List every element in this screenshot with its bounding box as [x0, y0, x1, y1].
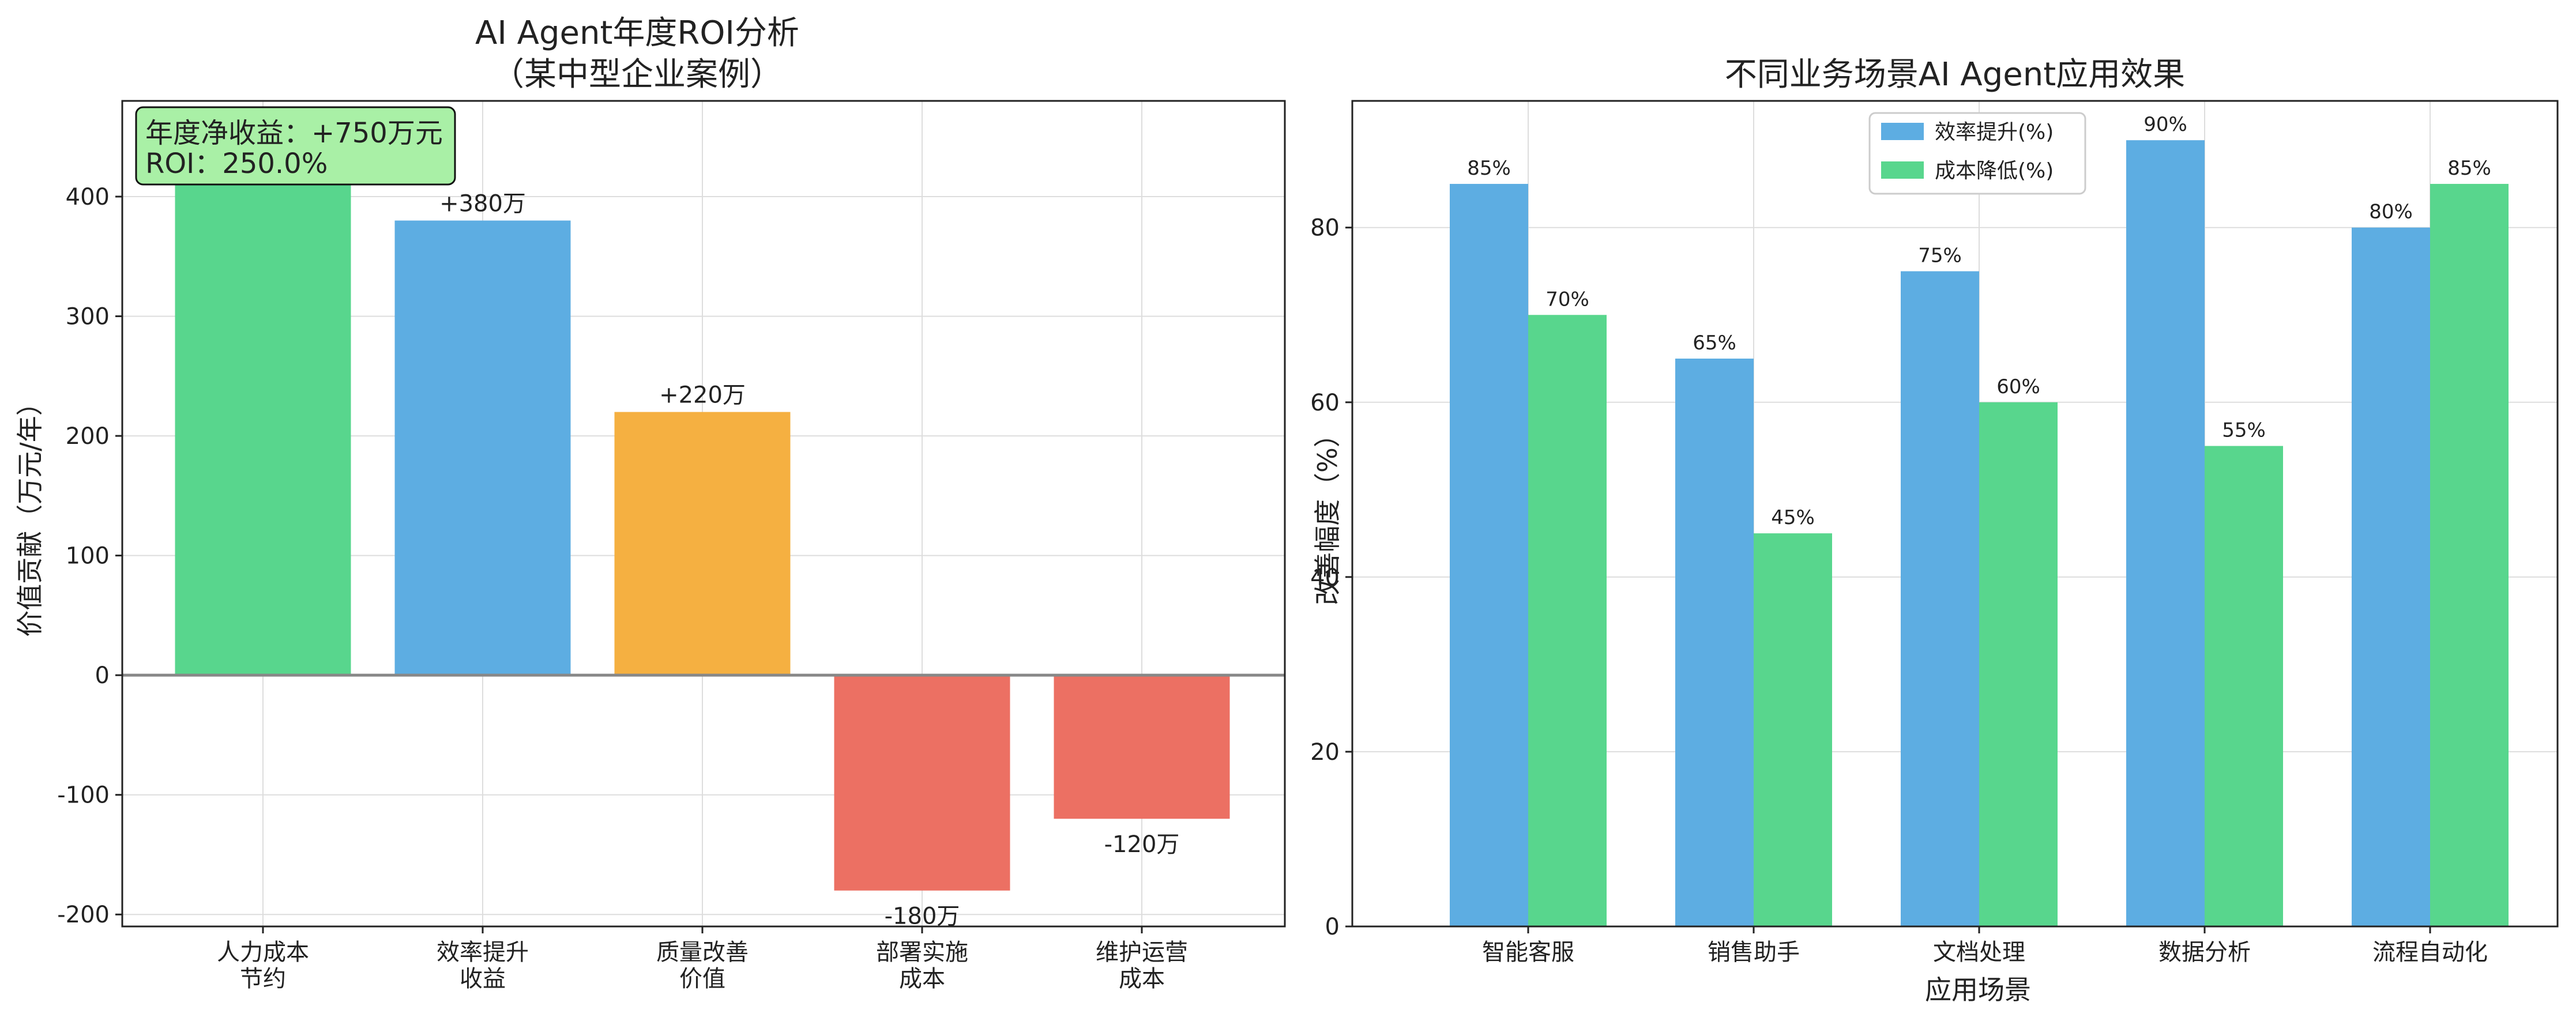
- scenario-bar-value-label: 45%: [1771, 506, 1815, 529]
- legend-label-cost: 成本降低(%): [1935, 159, 2054, 183]
- scenario-bar-series-1: [1528, 315, 1607, 926]
- roi-chart: +450万+380万+220万-180万-120万 -200-100010020…: [14, 14, 1286, 992]
- roi-bar: [1054, 675, 1230, 819]
- roi-bar-value-label: -120万: [1104, 831, 1180, 858]
- scenario-legend: 效率提升(%) 成本降低(%): [1868, 112, 2086, 195]
- scenario-bar-value-label: 55%: [2222, 419, 2266, 442]
- annotation-box-bg: [135, 106, 456, 186]
- roi-category-label: 成本: [1119, 966, 1165, 992]
- roi-category-label: 人力成本: [217, 939, 309, 966]
- y-tick-label: -200: [57, 902, 110, 928]
- scenario-bar-value-label: 75%: [1918, 244, 1962, 267]
- scenario-x-ticks: 智能客服 销售助手 文档处理 数据分析 流程自动化: [1482, 926, 2488, 966]
- scenario-bar-series-0: [1450, 183, 1528, 927]
- scenario-bar-series-1: [2430, 183, 2509, 927]
- roi-category-label: 维护运营: [1096, 939, 1188, 966]
- roi-bar-value-label: +380万: [439, 191, 526, 217]
- scenario-category-label: 数据分析: [2158, 939, 2251, 966]
- roi-y-axis-label: 价值贡献（万元/年）: [14, 389, 46, 637]
- y-tick-label: -100: [57, 782, 110, 809]
- scenario-category-label: 文档处理: [1933, 939, 2025, 966]
- scenario-bar-value-label: 70%: [1545, 288, 1589, 311]
- y-tick-label: 80: [1310, 215, 1340, 242]
- scenario-bar-series-1: [1754, 533, 1832, 926]
- scenario-bar-series-1: [2205, 446, 2283, 926]
- roi-category-label: 成本: [899, 966, 945, 992]
- scenario-bar-value-label: 60%: [1996, 375, 2040, 398]
- scenario-title: 不同业务场景AI Agent应用效果: [1725, 56, 2185, 93]
- scenario-chart: 85% 65% 75% 90% 80% 70% 45% 60% 55% 85% 0 20 40 60 80…: [1310, 56, 2559, 1005]
- scenario-bar-series-0: [1675, 359, 1754, 926]
- scenario-y-ticks: 0 20 40 60 80: [1310, 215, 1352, 940]
- roi-category-label: 质量改善: [656, 939, 749, 966]
- scenario-bar-value-label: 80%: [2369, 201, 2413, 224]
- y-tick-label: 0: [95, 662, 110, 689]
- scenario-bar-value-label: 85%: [2447, 157, 2491, 180]
- scenario-x-axis-label: 应用场景: [1925, 974, 2031, 1005]
- annotation-roi: ROI：250.0%: [145, 148, 328, 180]
- roi-annotation-box: 年度净收益：+750万元 ROI：250.0%: [135, 106, 456, 186]
- roi-bar: [834, 675, 1010, 891]
- roi-bar: [394, 220, 571, 676]
- roi-category-label: 价值: [679, 966, 725, 992]
- roi-bar: [175, 137, 351, 676]
- scenario-bar-value-label: 65%: [1693, 331, 1736, 355]
- roi-category-label: 效率提升: [437, 939, 529, 966]
- roi-category-label: 部署实施: [876, 939, 968, 966]
- scenario-category-label: 智能客服: [1482, 939, 1574, 966]
- roi-bar-value-label: -180万: [885, 903, 960, 930]
- y-tick-label: 20: [1310, 739, 1340, 766]
- scenario-plot-frame: [1351, 100, 2559, 928]
- roi-plot-frame: [121, 100, 1286, 928]
- scenario-bar-series-0: [1901, 271, 1979, 926]
- roi-bars: [175, 137, 1230, 891]
- roi-bar: [614, 412, 791, 676]
- roi-title: AI Agent年度ROI分析: [475, 14, 799, 52]
- y-tick-label: 200: [66, 423, 110, 450]
- roi-category-label: 节约: [240, 966, 286, 992]
- scenario-bar-value-label: 85%: [1467, 157, 1511, 180]
- scenario-bar-series-0: [2126, 140, 2205, 927]
- roi-subtitle: （某中型企业案例）: [492, 56, 783, 93]
- y-tick-label: 400: [66, 184, 110, 210]
- y-tick-label: 100: [66, 543, 110, 570]
- scenario-data-labels: 85% 65% 75% 90% 80% 70% 45% 60% 55% 85%: [1467, 113, 2491, 529]
- y-tick-label: 300: [66, 304, 110, 330]
- scenario-bar-value-label: 90%: [2143, 113, 2187, 136]
- roi-bar-value-label: +220万: [659, 382, 746, 409]
- legend-label-efficiency: 效率提升(%): [1935, 120, 2054, 144]
- scenario-category-label: 销售助手: [1708, 939, 1800, 966]
- roi-category-label: 收益: [460, 966, 506, 992]
- legend-swatch-efficiency: [1881, 123, 1924, 140]
- scenario-bars: [1450, 140, 2509, 927]
- roi-y-ticks: -200 -100 0 100 200 300 400: [57, 184, 122, 928]
- scenario-bar-series-0: [2352, 227, 2430, 926]
- scenario-bar-series-1: [1979, 402, 2058, 926]
- legend-swatch-cost: [1881, 161, 1924, 179]
- y-tick-label: 60: [1310, 390, 1340, 416]
- y-tick-label: 0: [1325, 914, 1340, 940]
- scenario-category-label: 流程自动化: [2372, 939, 2488, 966]
- scenario-y-axis-label: 改善幅度（%）: [1312, 421, 1343, 605]
- y-tick-label: 40: [1310, 564, 1340, 591]
- annotation-net-income: 年度净收益：+750万元: [145, 117, 443, 149]
